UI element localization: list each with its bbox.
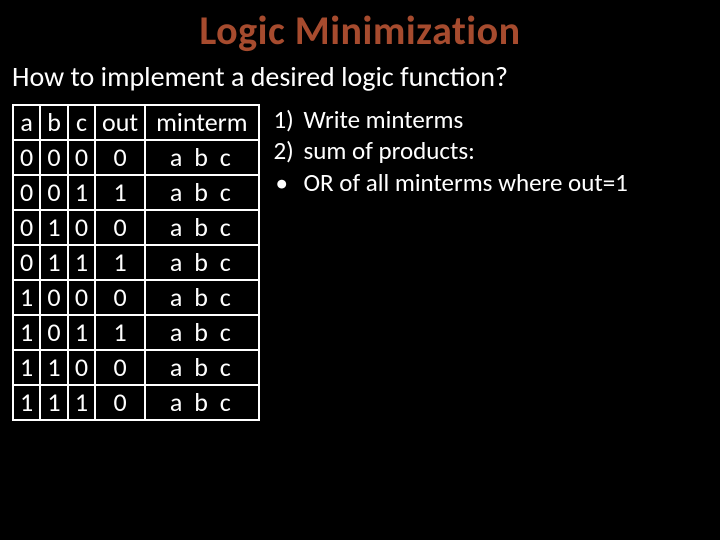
col-header-b: b — [40, 105, 68, 140]
table-header-row: a b c out minterm — [13, 105, 259, 140]
cell-a: 1 — [13, 350, 40, 385]
cell-out: 0 — [95, 210, 145, 245]
table-row: 1110a b c — [13, 385, 259, 420]
cell-a: 0 — [13, 245, 40, 280]
cell-out: 0 — [95, 280, 145, 315]
truth-table: a b c out minterm 0000a b c0011a b c0100… — [12, 104, 260, 421]
cell-c: 0 — [68, 350, 95, 385]
cell-minterm: a b c — [145, 350, 258, 385]
step-2: 2) sum of products: — [274, 135, 628, 166]
cell-minterm: a b c — [145, 385, 258, 420]
col-header-a: a — [13, 105, 40, 140]
cell-out: 1 — [95, 245, 145, 280]
cell-c: 0 — [68, 210, 95, 245]
cell-a: 1 — [13, 280, 40, 315]
cell-out: 0 — [95, 385, 145, 420]
table-row: 1000a b c — [13, 280, 259, 315]
cell-b: 1 — [40, 245, 68, 280]
cell-a: 0 — [13, 175, 40, 210]
cell-out: 1 — [95, 315, 145, 350]
cell-b: 1 — [40, 385, 68, 420]
col-header-out: out — [95, 105, 145, 140]
cell-a: 1 — [13, 385, 40, 420]
cell-a: 1 — [13, 315, 40, 350]
cell-b: 1 — [40, 210, 68, 245]
cell-b: 1 — [40, 350, 68, 385]
cell-c: 1 — [68, 315, 95, 350]
bullet-mark: • — [274, 167, 304, 198]
step-1: 1) Write minterms — [274, 104, 628, 135]
cell-minterm: a b c — [145, 315, 258, 350]
cell-b: 0 — [40, 140, 68, 175]
cell-minterm: a b c — [145, 140, 258, 175]
steps-list: 1) Write minterms 2) sum of products: • … — [260, 104, 628, 198]
cell-minterm: a b c — [145, 245, 258, 280]
col-header-minterm: minterm — [145, 105, 258, 140]
content-area: a b c out minterm 0000a b c0011a b c0100… — [0, 100, 720, 425]
cell-c: 0 — [68, 140, 95, 175]
cell-out: 1 — [95, 175, 145, 210]
cell-c: 1 — [68, 385, 95, 420]
step-2-text: sum of products: — [304, 135, 475, 166]
step-1-number: 1) — [274, 104, 304, 135]
table-row: 0111a b c — [13, 245, 259, 280]
cell-b: 0 — [40, 280, 68, 315]
cell-c: 0 — [68, 280, 95, 315]
slide-title: Logic Minimization — [0, 0, 720, 55]
bullet-text: OR of all minterms where out=1 — [304, 167, 628, 198]
table-row: 0011a b c — [13, 175, 259, 210]
step-2-number: 2) — [274, 135, 304, 166]
step-1-text: Write minterms — [304, 104, 464, 135]
cell-a: 0 — [13, 210, 40, 245]
cell-minterm: a b c — [145, 280, 258, 315]
table-row: 1100a b c — [13, 350, 259, 385]
cell-minterm: a b c — [145, 210, 258, 245]
table-row: 0100a b c — [13, 210, 259, 245]
cell-b: 0 — [40, 175, 68, 210]
table-row: 1011a b c — [13, 315, 259, 350]
cell-out: 0 — [95, 140, 145, 175]
cell-out: 0 — [95, 350, 145, 385]
table-row: 0000a b c — [13, 140, 259, 175]
cell-b: 0 — [40, 315, 68, 350]
cell-a: 0 — [13, 140, 40, 175]
slide-subtitle: How to implement a desired logic functio… — [0, 55, 720, 100]
cell-c: 1 — [68, 175, 95, 210]
cell-c: 1 — [68, 245, 95, 280]
step-bullet-1: • OR of all minterms where out=1 — [274, 167, 628, 198]
cell-minterm: a b c — [145, 175, 258, 210]
col-header-c: c — [68, 105, 95, 140]
